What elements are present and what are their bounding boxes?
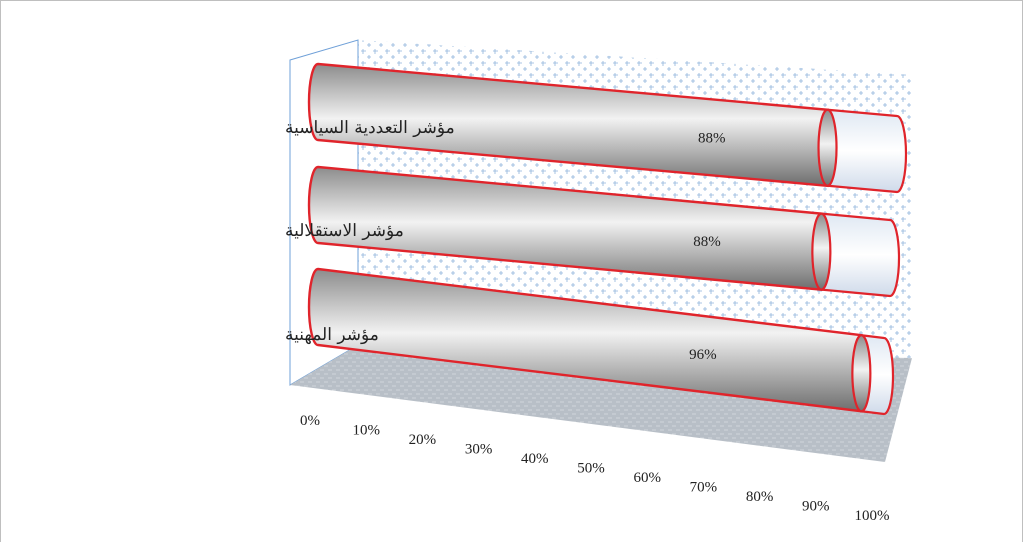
x-tick-label: 80% bbox=[746, 489, 774, 505]
category-label: مؤشر التعددية السياسية bbox=[285, 118, 455, 138]
bar-fill bbox=[307, 62, 829, 188]
bar-3: 96% bbox=[307, 267, 895, 416]
x-tick-label: 30% bbox=[465, 442, 493, 458]
x-tick-label: 60% bbox=[633, 470, 661, 486]
x-tick-label: 70% bbox=[690, 480, 718, 496]
category-label: مؤشر المهنية bbox=[285, 325, 379, 345]
x-tick-label: 100% bbox=[855, 508, 890, 524]
bar-fill bbox=[307, 267, 863, 413]
bar-1: 88% bbox=[307, 62, 908, 194]
bar-series: 88% 88% 96% bbox=[307, 62, 908, 416]
bar-fill-cap bbox=[811, 212, 832, 291]
bar-fill-cap bbox=[851, 334, 872, 413]
bar-remainder bbox=[820, 212, 901, 298]
bar-fill-cap bbox=[817, 108, 838, 187]
x-tick-label: 40% bbox=[521, 451, 549, 467]
bar-value-label: 88% bbox=[693, 234, 721, 250]
bar-value-label: 96% bbox=[689, 347, 717, 363]
bar-value-label: 88% bbox=[698, 130, 726, 146]
x-tick-label: 20% bbox=[409, 432, 437, 448]
bar-2: 88% bbox=[307, 165, 901, 298]
x-tick-label: 90% bbox=[802, 499, 830, 515]
bar-fill bbox=[307, 165, 823, 291]
bar-remainder bbox=[826, 108, 908, 194]
x-tick-label: 10% bbox=[352, 423, 380, 439]
category-labels: مؤشر التعددية السياسية مؤشر الاستقلالية مؤ… bbox=[285, 118, 455, 345]
x-axis-ticks: 0% 10% 20% 30% 40% 50% 60% 70% 80% 90% 100% bbox=[300, 413, 890, 524]
x-tick-label: 0% bbox=[300, 413, 320, 429]
category-label: مؤشر الاستقلالية bbox=[285, 221, 404, 241]
x-tick-label: 50% bbox=[577, 461, 605, 477]
